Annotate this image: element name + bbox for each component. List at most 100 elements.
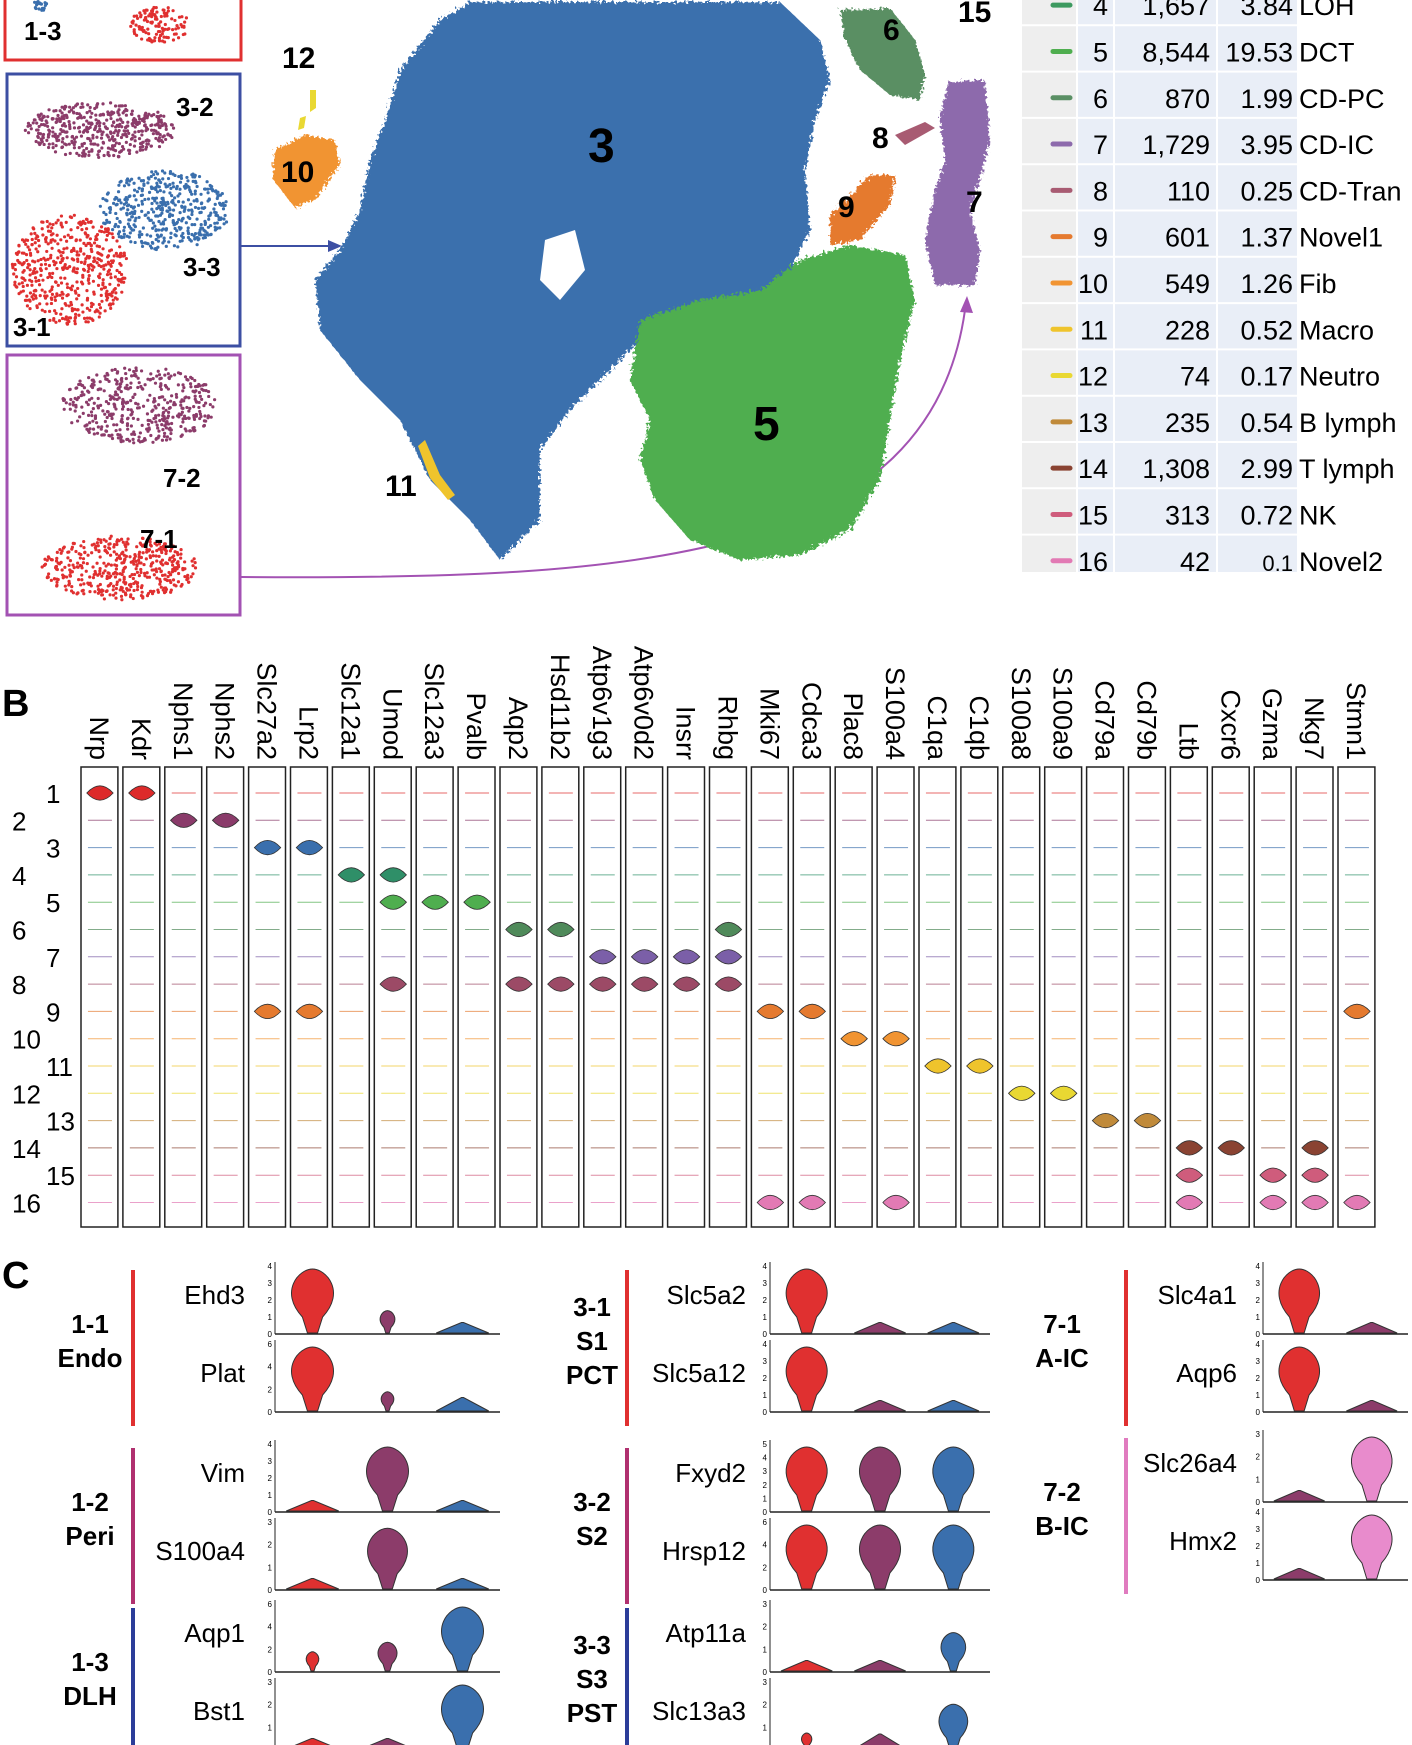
inset-7-2-point <box>181 417 185 421</box>
marker-violin <box>380 1391 395 1412</box>
inset-7-2-point <box>62 398 66 403</box>
marker-violin <box>858 1524 902 1590</box>
inset-7-1-point <box>154 554 158 558</box>
violin-strong <box>966 1058 994 1074</box>
inset-7-1-point <box>70 545 74 549</box>
inset-7-1-point <box>109 534 113 538</box>
inset-7-1-point <box>55 580 59 584</box>
inset-3-3-point <box>146 181 150 185</box>
inset-1-point <box>149 20 153 24</box>
inset-7-2-point <box>161 411 165 415</box>
inset-3-3-point <box>179 176 184 180</box>
inset-7-1-point <box>79 544 83 548</box>
inset-7-1-point <box>166 574 170 579</box>
inset-7-2-point <box>71 400 75 404</box>
inset-3-2-point <box>81 123 86 127</box>
inset-7-2-point <box>103 374 107 378</box>
table-cell-count: 110 <box>1167 176 1210 206</box>
gene-column <box>457 766 496 1228</box>
inset-3-2-point <box>36 135 40 139</box>
inset-7-1-point <box>96 584 100 588</box>
inset-3-1-point <box>79 247 83 251</box>
inset-3-1-point <box>48 289 52 293</box>
violin-strong <box>421 894 449 910</box>
inset-1-point <box>156 24 161 28</box>
inset-7-1-point <box>82 539 86 544</box>
inset-7-2-point <box>126 387 130 391</box>
inset-7-2-point <box>153 381 158 385</box>
inset-3-2-point <box>46 115 50 119</box>
violin-strong <box>1217 1140 1245 1156</box>
inset-7-2-point <box>90 378 94 382</box>
inset-3-3-point <box>158 189 162 193</box>
inset-3-1-point <box>20 238 25 242</box>
violin-strong <box>630 976 659 992</box>
inset-3-1-point <box>86 263 90 267</box>
inset-3-2-point <box>137 129 141 134</box>
violin-tick-label: 1 <box>1256 1391 1261 1400</box>
marker-violin <box>1346 1322 1398 1334</box>
inset-7-1-point <box>142 562 146 567</box>
inset-3-2-point <box>53 150 58 154</box>
inset-3-1-point <box>57 319 62 323</box>
inset-3-2-point <box>164 137 168 142</box>
inset-3-2-point <box>40 140 44 144</box>
inset-3-2-point <box>74 104 78 108</box>
inset-7-2-point <box>163 383 167 388</box>
inset-3-2-point <box>51 130 55 134</box>
inset-7-2-point <box>157 396 161 400</box>
inset-3-2-point <box>45 138 49 142</box>
inset-7-2-point <box>91 427 96 431</box>
table-cell-count: 601 <box>1165 223 1210 253</box>
inset-7-2-point <box>73 409 77 413</box>
group-id-label: 3-2 <box>573 1487 611 1517</box>
inset-3-1-point <box>88 237 93 241</box>
inset-3-3-point <box>195 243 199 247</box>
marker-violin <box>940 1632 967 1672</box>
inset-3-1-point <box>33 294 38 298</box>
inset-7-1-point <box>133 552 137 557</box>
inset-3-2-point <box>102 122 106 126</box>
inset-3-1-point <box>13 262 17 267</box>
inset-7-2-point <box>104 399 109 404</box>
inset-3-3-point <box>145 233 149 237</box>
gene-column <box>960 766 999 1228</box>
violin-tick-label: 0 <box>268 1508 273 1517</box>
cluster-row-label: 2 <box>12 806 26 836</box>
inset-7-1-point <box>112 550 116 554</box>
inset-3-2-point <box>75 111 79 116</box>
inset-7-1-point <box>100 574 104 578</box>
inset-3-1-point <box>22 268 26 273</box>
marker-violin <box>785 1346 828 1412</box>
inset-3-2-point <box>133 135 137 139</box>
inset-3-2-point <box>71 106 75 110</box>
inset-3-2-point <box>144 129 148 133</box>
inset-3-1-point <box>59 254 63 258</box>
violin-tick-label: 2 <box>1256 1453 1261 1462</box>
inset-3-3-point <box>184 221 188 225</box>
inset-1-point <box>171 38 176 42</box>
marker-gene-label: Aqp6 <box>1176 1358 1237 1388</box>
inset-3-1-point <box>85 306 89 310</box>
inset-7-1-point <box>132 562 136 566</box>
inset-3-1-point <box>108 293 112 297</box>
inset-7-2-point <box>87 376 91 380</box>
inset-7-2-point <box>112 402 116 406</box>
inset-3-2-point <box>110 124 114 128</box>
inset-3-1-point <box>26 262 30 267</box>
inset-7-1-point <box>95 561 99 565</box>
inset-7-2-point <box>170 394 174 398</box>
inset-3-1-point <box>51 222 55 227</box>
inset-3-1-point <box>106 255 110 259</box>
marker-violin <box>367 1527 408 1590</box>
inset-3-3-point <box>177 174 181 179</box>
inset-7-2-point <box>156 426 160 430</box>
inset-3-3-point <box>137 176 141 180</box>
inset-7-2-point <box>125 400 130 405</box>
inset-7-1-point <box>155 559 159 563</box>
inset-1-point <box>143 11 147 15</box>
gene-column-frame <box>666 766 706 1228</box>
inset-7-1-point <box>140 544 145 548</box>
table-cluster-id: 13 <box>1078 408 1108 438</box>
inset-3-3-point <box>140 244 145 249</box>
